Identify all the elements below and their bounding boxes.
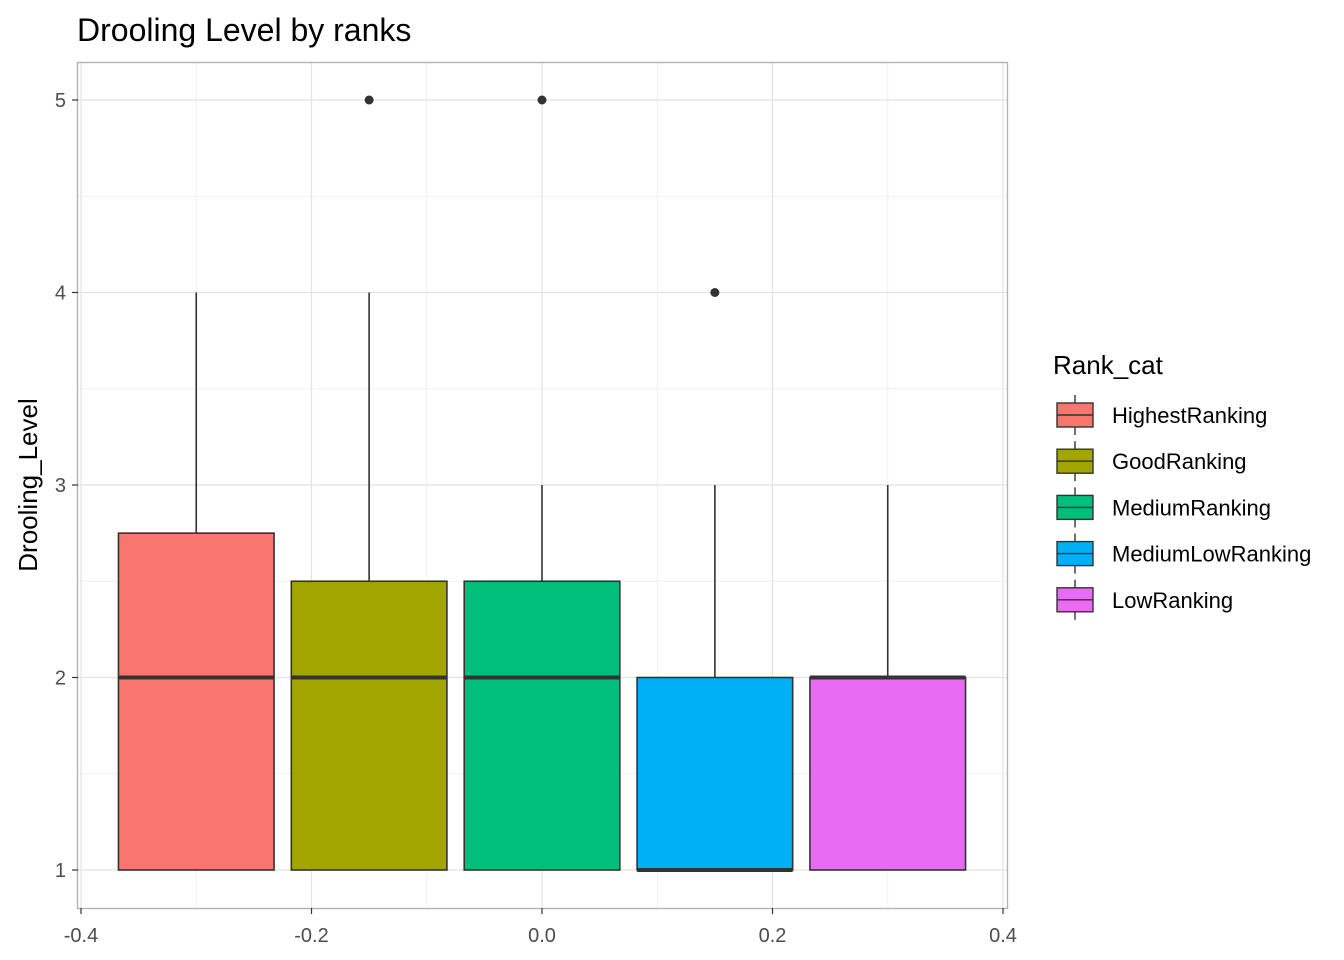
box-body [809, 676, 967, 871]
x-tick-label: -0.4 [64, 925, 98, 947]
box-body [117, 532, 275, 871]
y-tick-label: 3 [55, 475, 66, 497]
y-axis-ticks: 1 2 3 4 5 [55, 90, 78, 882]
x-tick-label: 0.2 [759, 925, 787, 947]
box-body [290, 580, 448, 871]
x-tick-label: -0.2 [294, 925, 328, 947]
legend-title: Rank_cat [1053, 350, 1164, 380]
y-tick-label: 4 [55, 283, 66, 305]
legend-item-MediumLowRanking: MediumLowRanking [1056, 533, 1311, 574]
legend-item-label: LowRanking [1112, 588, 1233, 613]
legend-item-MediumRanking: MediumRanking [1056, 487, 1271, 528]
outlier-point [710, 288, 720, 297]
y-tick-label: 2 [55, 668, 66, 690]
legend-item-label: HighestRanking [1112, 403, 1267, 428]
box-MediumLowRanking [636, 288, 794, 872]
box-body [636, 676, 794, 871]
box-GoodRanking [290, 95, 448, 871]
box-body [463, 580, 621, 871]
legend-item-HighestRanking: HighestRanking [1056, 395, 1267, 435]
y-tick-label: 5 [55, 90, 66, 112]
chart-title: Drooling Level by ranks [77, 12, 411, 48]
y-tick-label: 1 [55, 860, 66, 882]
box-HighestRanking [117, 292, 275, 871]
x-axis-ticks: -0.4 -0.2 0.0 0.2 0.4 [64, 908, 1017, 947]
legend-item-label: MediumRanking [1112, 495, 1271, 520]
y-axis-label: Drooling_Level [13, 398, 43, 571]
legend-item-GoodRanking: GoodRanking [1056, 441, 1247, 482]
x-tick-label: 0.4 [989, 925, 1017, 947]
legend-item-label: GoodRanking [1112, 449, 1247, 474]
box-MediumRanking [463, 95, 621, 871]
legend: HighestRanking GoodRanking MediumRanking Me… [1056, 395, 1311, 620]
legend-item-LowRanking: LowRanking [1056, 579, 1233, 620]
box-LowRanking [809, 485, 967, 871]
outlier-point [537, 95, 547, 105]
boxes [117, 95, 967, 872]
x-tick-label: 0.0 [528, 925, 556, 947]
legend-item-label: MediumLowRanking [1112, 542, 1311, 567]
outlier-point [364, 95, 374, 105]
